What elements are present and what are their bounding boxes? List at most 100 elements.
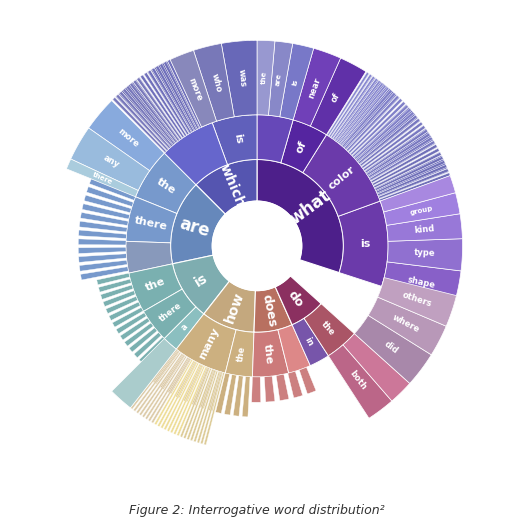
Polygon shape <box>148 71 189 135</box>
Polygon shape <box>375 157 443 190</box>
Polygon shape <box>148 357 189 421</box>
Polygon shape <box>190 370 216 441</box>
Text: type: type <box>414 248 436 258</box>
Polygon shape <box>105 147 148 177</box>
Polygon shape <box>254 41 257 115</box>
Polygon shape <box>356 111 414 162</box>
Text: others: others <box>400 290 433 308</box>
Polygon shape <box>374 152 442 188</box>
Polygon shape <box>137 77 182 139</box>
Polygon shape <box>151 69 191 134</box>
Polygon shape <box>174 360 197 398</box>
Polygon shape <box>370 141 435 181</box>
Polygon shape <box>332 76 376 139</box>
Polygon shape <box>79 230 126 239</box>
Polygon shape <box>383 193 460 225</box>
Polygon shape <box>79 254 126 263</box>
Text: shape: shape <box>407 275 436 290</box>
Text: is: is <box>232 133 244 145</box>
Polygon shape <box>368 137 433 178</box>
Polygon shape <box>203 47 224 120</box>
Polygon shape <box>373 148 439 185</box>
Text: any: any <box>102 153 121 170</box>
Polygon shape <box>299 367 316 394</box>
Polygon shape <box>164 307 204 349</box>
Polygon shape <box>373 148 439 185</box>
Polygon shape <box>357 113 415 162</box>
Polygon shape <box>361 122 423 168</box>
Polygon shape <box>109 302 140 320</box>
Polygon shape <box>116 313 146 334</box>
Polygon shape <box>371 145 437 183</box>
Polygon shape <box>364 319 417 358</box>
Polygon shape <box>142 355 185 418</box>
Polygon shape <box>351 335 399 381</box>
Polygon shape <box>170 365 203 433</box>
Polygon shape <box>370 140 435 180</box>
Polygon shape <box>218 44 234 117</box>
Polygon shape <box>366 133 430 175</box>
Polygon shape <box>251 377 261 402</box>
Polygon shape <box>234 41 244 115</box>
Polygon shape <box>264 376 275 402</box>
Polygon shape <box>374 152 441 187</box>
Polygon shape <box>210 45 229 118</box>
Polygon shape <box>254 287 292 332</box>
Polygon shape <box>97 273 130 285</box>
Polygon shape <box>82 204 130 219</box>
Polygon shape <box>133 350 179 411</box>
Polygon shape <box>176 314 236 373</box>
Polygon shape <box>144 73 187 136</box>
Polygon shape <box>101 285 133 300</box>
Polygon shape <box>116 94 169 150</box>
Text: there: there <box>158 301 183 323</box>
Polygon shape <box>281 120 326 173</box>
Text: many: many <box>197 326 222 361</box>
Polygon shape <box>101 154 144 183</box>
Polygon shape <box>163 362 199 430</box>
Text: are: are <box>275 72 283 86</box>
Polygon shape <box>377 162 446 194</box>
Polygon shape <box>71 128 150 190</box>
Polygon shape <box>182 363 204 402</box>
Polygon shape <box>120 318 150 340</box>
Polygon shape <box>355 331 404 375</box>
Polygon shape <box>379 173 450 201</box>
Polygon shape <box>366 132 429 174</box>
Text: who: who <box>210 72 223 93</box>
Polygon shape <box>222 41 257 117</box>
Polygon shape <box>126 241 173 273</box>
Text: of: of <box>294 139 308 154</box>
Text: kind: kind <box>414 224 435 235</box>
Text: what: what <box>286 187 334 228</box>
Text: was: was <box>237 69 248 88</box>
Text: in: in <box>303 335 315 347</box>
Polygon shape <box>293 48 341 126</box>
Polygon shape <box>224 374 236 415</box>
Polygon shape <box>348 99 402 153</box>
Polygon shape <box>129 328 157 352</box>
Polygon shape <box>242 376 250 417</box>
Polygon shape <box>154 359 193 425</box>
Text: the: the <box>261 71 268 84</box>
Polygon shape <box>183 53 212 123</box>
Polygon shape <box>242 41 249 115</box>
Text: Figure 2: Interrogative word distribution²: Figure 2: Interrogative word distributio… <box>129 504 385 517</box>
Polygon shape <box>150 345 175 373</box>
Polygon shape <box>338 85 387 144</box>
Polygon shape <box>78 239 126 245</box>
Text: of: of <box>330 91 342 103</box>
Polygon shape <box>164 123 228 185</box>
Circle shape <box>212 201 302 291</box>
Polygon shape <box>328 354 366 408</box>
Polygon shape <box>137 77 182 139</box>
Text: where: where <box>391 313 421 334</box>
Polygon shape <box>257 41 275 115</box>
Polygon shape <box>360 119 420 166</box>
Polygon shape <box>371 145 437 183</box>
Polygon shape <box>172 58 205 126</box>
Polygon shape <box>119 92 170 149</box>
Polygon shape <box>133 80 179 141</box>
Polygon shape <box>139 337 166 363</box>
Polygon shape <box>376 159 444 192</box>
